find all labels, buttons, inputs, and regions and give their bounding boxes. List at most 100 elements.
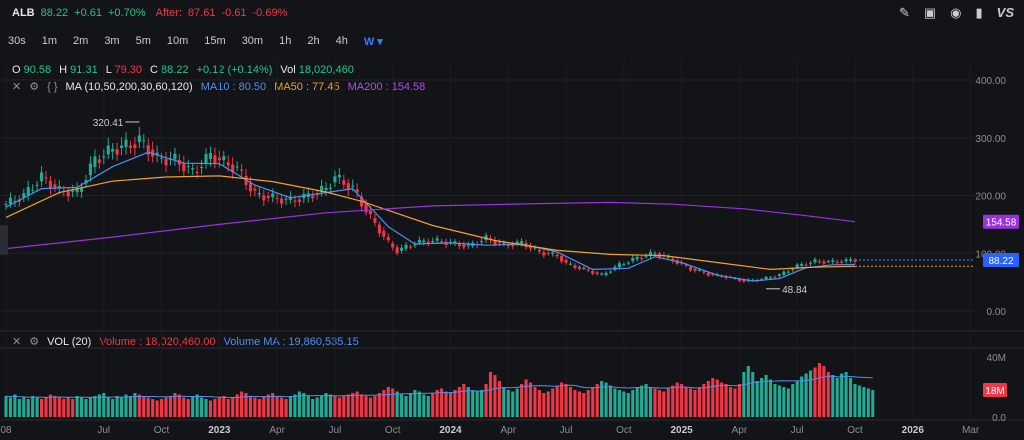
candle-body bbox=[128, 145, 133, 148]
candle-body bbox=[435, 238, 439, 241]
candle-body bbox=[466, 244, 470, 246]
volume-bar bbox=[546, 391, 550, 417]
candle-body bbox=[102, 156, 106, 158]
time-tick-label: 2026 bbox=[902, 425, 925, 436]
time-tick-label: Oct bbox=[616, 425, 632, 436]
timeframe-30m[interactable]: 30m bbox=[241, 35, 264, 47]
candle-body bbox=[337, 174, 341, 178]
volume-bar bbox=[217, 397, 221, 417]
ma-indicator-label: MA (10,50,200,30,60,120) bbox=[65, 80, 193, 93]
volume-bar bbox=[80, 397, 84, 417]
volume-bar bbox=[520, 384, 524, 417]
volume-bar bbox=[831, 375, 835, 417]
volume-bar bbox=[613, 388, 617, 417]
candle-body bbox=[186, 166, 190, 168]
volume-bar bbox=[524, 379, 528, 417]
candle-body bbox=[368, 210, 373, 214]
candle-body bbox=[217, 157, 221, 161]
volume-bar bbox=[395, 391, 399, 417]
volume-bar bbox=[164, 397, 168, 417]
candle-body bbox=[577, 266, 581, 269]
timeframe-1m[interactable]: 1m bbox=[41, 35, 58, 47]
candle-body bbox=[253, 188, 257, 191]
candle-body bbox=[693, 268, 697, 271]
timeframe-4h[interactable]: 4h bbox=[335, 35, 348, 47]
candle-body bbox=[506, 245, 510, 247]
time-tick-label: Jul bbox=[560, 425, 573, 436]
candle-body bbox=[808, 262, 813, 264]
ma-legend: ✕ ⚙ { } MA (10,50,200,30,60,120) MA10 : … bbox=[12, 80, 425, 94]
candle-body bbox=[395, 247, 399, 254]
low-label: L bbox=[105, 64, 112, 76]
candle-body bbox=[266, 196, 270, 198]
candle-body bbox=[631, 257, 635, 262]
symbol-name[interactable]: ALB bbox=[12, 7, 35, 19]
candle-body bbox=[551, 252, 555, 254]
candle-body bbox=[791, 269, 795, 271]
candle-body bbox=[786, 271, 790, 273]
volume-bar bbox=[475, 391, 479, 417]
volume-bar bbox=[728, 387, 733, 417]
timeframe-1h[interactable]: 1h bbox=[279, 35, 292, 47]
volume-bar bbox=[306, 396, 310, 417]
timeframe-10m[interactable]: 10m bbox=[166, 35, 189, 47]
timeframe-15m[interactable]: 15m bbox=[204, 35, 226, 47]
volume-bar bbox=[484, 384, 488, 417]
chart-type-icon[interactable]: ▣ bbox=[923, 5, 937, 20]
volume-bar bbox=[711, 378, 715, 417]
volume-bar bbox=[248, 396, 253, 417]
timeframe-2h[interactable]: 2h bbox=[307, 35, 320, 47]
candle-body bbox=[413, 244, 417, 246]
volume-bar bbox=[440, 388, 444, 417]
volume-bar bbox=[133, 393, 137, 417]
volume-bar bbox=[257, 399, 261, 417]
candle-body bbox=[542, 252, 546, 256]
candle-body bbox=[26, 187, 30, 196]
volume-bar bbox=[622, 391, 626, 417]
candle-body bbox=[240, 169, 244, 171]
candle-body bbox=[635, 256, 639, 260]
symbol-header: ALB 88.22 +0.61 +0.70% After: 87.61 -0.6… bbox=[0, 0, 1024, 26]
candle-body bbox=[8, 197, 13, 204]
code-icon[interactable]: { } bbox=[47, 80, 58, 93]
time-tick-label: Apr bbox=[732, 425, 748, 436]
indicator-bulb-icon[interactable]: ◉ bbox=[950, 5, 962, 20]
volume-bar bbox=[786, 388, 790, 417]
time-tick-label: 2025 bbox=[671, 425, 694, 436]
candle-body bbox=[622, 264, 626, 266]
draw-pencil-icon[interactable]: ✎ bbox=[898, 5, 910, 20]
close-icon[interactable]: ✕ bbox=[12, 81, 22, 93]
candle-body bbox=[391, 243, 395, 248]
candle-body bbox=[4, 204, 8, 206]
timeframe-5m[interactable]: 5m bbox=[135, 35, 151, 47]
volume-bar bbox=[382, 390, 386, 417]
volume-bar bbox=[22, 397, 26, 417]
volume-bar bbox=[311, 399, 315, 417]
volume-bar bbox=[497, 381, 501, 417]
price-tag bbox=[983, 253, 1019, 268]
settings-icon[interactable]: ⚙ bbox=[29, 81, 40, 93]
timeframe-3m[interactable]: 3m bbox=[104, 35, 120, 47]
timeframe-2m[interactable]: 2m bbox=[73, 35, 89, 47]
volume-bar bbox=[871, 390, 875, 417]
compare-vs-button[interactable]: VS bbox=[996, 5, 1014, 20]
candle-body bbox=[777, 274, 781, 277]
timeframe-W[interactable]: W ▾ bbox=[363, 35, 383, 48]
high-label: H bbox=[59, 64, 68, 76]
volume-bar bbox=[844, 372, 848, 417]
candle-body bbox=[497, 241, 501, 243]
volume-legend: ✕ ⚙ VOL (20) Volume : 18,020,460.00 Volu… bbox=[12, 335, 359, 349]
volume-bar bbox=[417, 391, 421, 417]
candlestick-icon[interactable]: ▮ bbox=[975, 5, 983, 20]
bar-change: +0.12 (+0.14%) bbox=[196, 64, 273, 76]
volume-bar bbox=[551, 388, 555, 417]
volume-bar bbox=[782, 387, 786, 417]
volume-bar bbox=[808, 370, 813, 417]
volume-bar bbox=[297, 391, 301, 417]
volume-bar bbox=[288, 396, 293, 417]
volume-close-icon[interactable]: ✕ bbox=[12, 336, 22, 348]
volume-settings-icon[interactable]: ⚙ bbox=[29, 336, 40, 348]
timeframe-30s[interactable]: 30s bbox=[8, 35, 26, 47]
volume-bar bbox=[284, 399, 288, 417]
